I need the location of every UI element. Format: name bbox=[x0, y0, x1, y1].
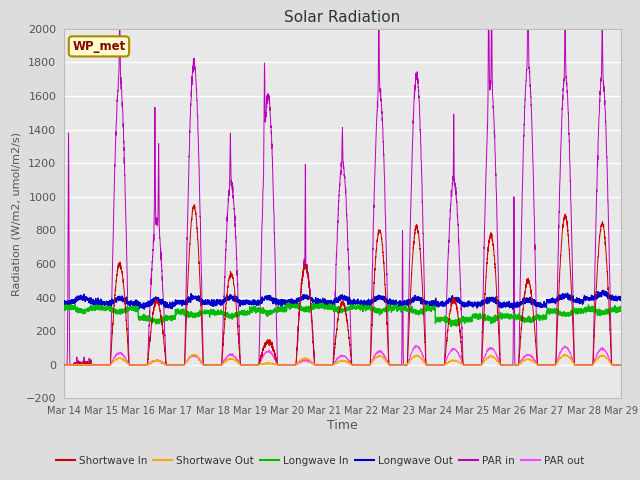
Text: WP_met: WP_met bbox=[72, 40, 125, 53]
Legend: Shortwave In, Shortwave Out, Longwave In, Longwave Out, PAR in, PAR out: Shortwave In, Shortwave Out, Longwave In… bbox=[52, 452, 588, 470]
Title: Solar Radiation: Solar Radiation bbox=[284, 10, 401, 25]
Y-axis label: Radiation (W/m2, umol/m2/s): Radiation (W/m2, umol/m2/s) bbox=[12, 132, 22, 296]
X-axis label: Time: Time bbox=[327, 419, 358, 432]
